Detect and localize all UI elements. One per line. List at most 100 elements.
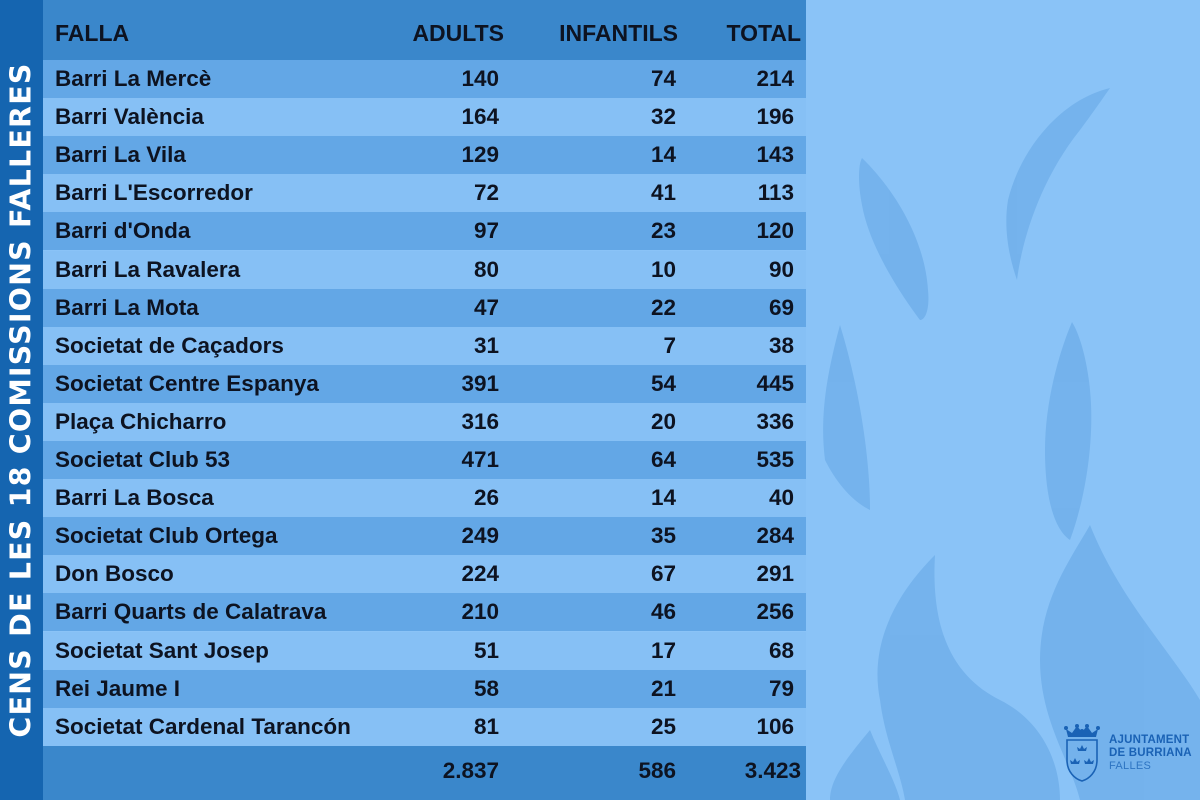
infantils-cell: 14	[650, 485, 676, 511]
falla-cell: Barri La Ravalera	[55, 256, 241, 282]
table-row: Barri L'Escorredor 72 41 113	[43, 174, 806, 213]
infantils-cell: 54	[650, 370, 676, 396]
falla-cell: Societat Club Ortega	[55, 523, 278, 549]
total-cell: 106	[756, 713, 794, 739]
table-row: Don Bosco 224 67 291	[43, 555, 806, 594]
census-table: FALLA ADULTS INFANTILS TOTAL Barri La Me…	[43, 0, 806, 800]
infantils-cell: 21	[650, 675, 676, 701]
infantils-cell: 35	[650, 523, 676, 549]
total-cell: 38	[768, 332, 794, 358]
logo-text-ajuntament: AJUNTAMENT	[1109, 733, 1190, 746]
infantils-cell: 23	[650, 218, 676, 244]
totals-infantils: 586	[638, 758, 676, 783]
adults-cell: 31	[473, 332, 499, 358]
adults-cell: 471	[461, 447, 499, 473]
infantils-cell: 7	[663, 332, 676, 358]
table-row: Barri La Mercè 140 74 214	[43, 60, 806, 99]
falla-cell: Societat Cardenal Tarancón	[55, 713, 351, 739]
adults-cell: 224	[461, 561, 499, 587]
adults-cell: 97	[473, 218, 499, 244]
infantils-cell: 64	[650, 447, 676, 473]
totals-adults: 2.837	[442, 758, 499, 783]
falla-cell: Societat Sant Josep	[55, 637, 269, 663]
sidebar-title-bar: CENS DE LES 18 COMISSIONS FALLERES	[0, 0, 43, 800]
table-row: Barri La Mota 47 22 69	[43, 288, 806, 327]
adults-cell: 26	[473, 485, 499, 511]
infantils-cell: 32	[650, 104, 676, 130]
total-cell: 69	[768, 294, 794, 320]
ajuntament-logo: AJUNTAMENT DE BURRIANA FALLES	[1063, 723, 1193, 783]
infantils-cell: 25	[650, 713, 676, 739]
falla-cell: Societat de Caçadors	[55, 332, 284, 358]
total-cell: 120	[756, 218, 794, 244]
total-cell: 284	[756, 523, 794, 549]
total-cell: 336	[756, 408, 794, 434]
column-header-infantils: INFANTILS	[559, 20, 678, 46]
adults-cell: 81	[473, 713, 499, 739]
total-cell: 214	[756, 66, 794, 92]
column-header-adults: ADULTS	[412, 20, 504, 46]
falla-cell: Plaça Chicharro	[55, 408, 227, 434]
table-row: Rei Jaume I 58 21 79	[43, 669, 806, 708]
table-row: Barri La Ravalera 80 10 90	[43, 250, 806, 289]
table-header-row: FALLA ADULTS INFANTILS TOTAL	[43, 0, 806, 60]
page-title: CENS DE LES 18 COMISSIONS FALLERES	[4, 62, 38, 738]
total-cell: 40	[768, 485, 794, 511]
falla-cell: Barri La Mercè	[55, 66, 212, 92]
adults-cell: 391	[461, 370, 499, 396]
table-row: Societat Cardenal Tarancón 81 25 106	[43, 707, 806, 746]
adults-cell: 129	[461, 142, 499, 168]
falla-cell: Barri d'Onda	[55, 218, 191, 244]
total-cell: 256	[756, 599, 794, 625]
adults-cell: 58	[473, 675, 499, 701]
table-row: Societat Club Ortega 249 35 284	[43, 517, 806, 556]
infantils-cell: 74	[650, 66, 676, 92]
infantils-cell: 46	[650, 599, 676, 625]
infantils-cell: 22	[650, 294, 676, 320]
falla-cell: Barri L'Escorredor	[55, 180, 253, 206]
column-header-total: TOTAL	[726, 20, 801, 46]
logo-text-burriana: DE BURRIANA	[1109, 746, 1192, 759]
table-row: Barri d'Onda 97 23 120	[43, 212, 806, 251]
coat-of-arms-icon	[1064, 724, 1100, 782]
infantils-cell: 67	[650, 561, 676, 587]
table-row: Barri València 164 32 196	[43, 98, 806, 137]
total-cell: 90	[768, 256, 794, 282]
adults-cell: 164	[461, 104, 499, 130]
adults-cell: 249	[461, 523, 499, 549]
adults-cell: 47	[473, 294, 499, 320]
adults-cell: 51	[473, 637, 499, 663]
falla-cell: Barri Quarts de Calatrava	[55, 599, 327, 625]
adults-cell: 140	[461, 66, 499, 92]
adults-cell: 210	[461, 599, 499, 625]
falla-cell: Don Bosco	[55, 561, 174, 587]
total-cell: 143	[756, 142, 794, 168]
infantils-cell: 14	[650, 142, 676, 168]
total-cell: 68	[768, 637, 794, 663]
total-cell: 113	[757, 180, 794, 206]
falla-cell: Rei Jaume I	[55, 675, 181, 701]
total-cell: 445	[756, 370, 794, 396]
table-totals-row: 2.837 586 3.423	[43, 746, 806, 800]
total-cell: 196	[756, 104, 794, 130]
falla-cell: Barri La Bosca	[55, 485, 214, 511]
falla-cell: Barri La Mota	[55, 294, 199, 320]
table-row: Barri La Bosca 26 14 40	[43, 479, 806, 518]
adults-cell: 80	[473, 256, 499, 282]
table-row: Barri Quarts de Calatrava 210 46 256	[43, 593, 806, 632]
falla-cell: Societat Centre Espanya	[55, 370, 319, 396]
logo-text-falles: FALLES	[1109, 759, 1152, 772]
total-cell: 535	[756, 447, 794, 473]
falla-cell: Barri València	[55, 104, 204, 130]
falla-cell: Barri La Vila	[55, 142, 186, 168]
infantils-cell: 20	[650, 408, 676, 434]
adults-cell: 72	[473, 180, 499, 206]
table-row: Societat de Caçadors 31 7 38	[43, 326, 806, 365]
total-cell: 291	[756, 561, 794, 587]
table-row: Plaça Chicharro 316 20 336	[43, 402, 806, 441]
table-row: Barri La Vila 129 14 143	[43, 136, 806, 175]
total-cell: 79	[768, 675, 794, 701]
falla-cell: Societat Club 53	[55, 447, 231, 473]
table-row: Societat Sant Josep 51 17 68	[43, 631, 806, 670]
